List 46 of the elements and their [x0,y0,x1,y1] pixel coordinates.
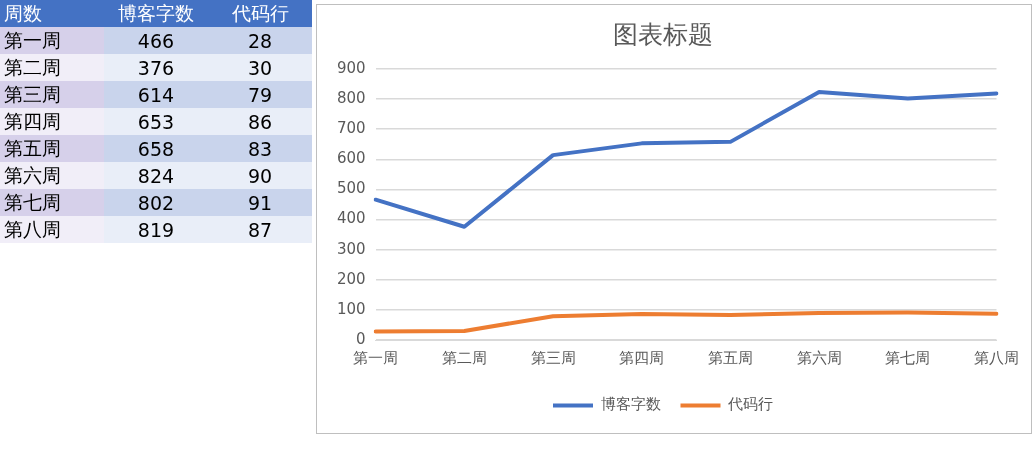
text: 周数 [0,0,104,27]
data-label: 30 [208,54,312,81]
y-tick-label: 600 [336,149,366,168]
legend-label: 博客字数 [600,395,661,414]
data-label: 90 [208,162,312,189]
y-tick-label: 第一周 [0,27,104,54]
x-tick-label: 第六周 [796,348,842,367]
data-label: 466 [104,27,208,54]
data-label: 376 [104,54,208,81]
y-tick-label: 200 [336,269,366,288]
data-label: 87 [208,216,312,243]
y-tick-label: 100 [336,299,366,318]
y-tick-label: 800 [336,89,366,107]
x-tick-label: 第三周 [530,348,576,367]
data-label: 819 [104,216,208,243]
y-tick-label: 300 [336,239,366,258]
y-tick-label: 0 [356,329,366,348]
y-tick-label: 第四周 [0,108,104,135]
data-label: 614 [104,81,208,108]
x-tick-label: 第一周 [353,348,399,367]
y-tick-label: 第三周 [0,81,104,108]
data-label: 83 [208,135,312,162]
chart-title: 图表标题 [613,19,713,49]
data-label: 658 [104,135,208,162]
x-tick-label: 第七周 [885,348,931,367]
data-label: 79 [208,81,312,108]
y-tick-label: 第八周 [0,216,104,243]
data-label: 86 [208,108,312,135]
x-tick-label: 第二周 [441,348,487,367]
y-tick-label: 第六周 [0,162,104,189]
x-tick-label: 第五周 [707,348,753,367]
y-tick-label: 500 [336,179,366,198]
legend-label: 代码行 [727,395,773,414]
data-label: 91 [208,189,312,216]
y-tick-label: 900 [336,58,366,77]
x-tick-label: 第八周 [974,348,1019,367]
data-label: 28 [208,27,312,54]
y-tick-label: 400 [336,209,366,228]
y-tick-label: 700 [336,119,366,138]
data-label: 802 [104,189,208,216]
data-label: 653 [104,108,208,135]
y-tick-label: 第五周 [0,135,104,162]
y-tick-label: 第二周 [0,54,104,81]
y-tick-label: 第七周 [0,189,104,216]
x-tick-label: 第四周 [619,348,665,367]
data-label: 824 [104,162,208,189]
